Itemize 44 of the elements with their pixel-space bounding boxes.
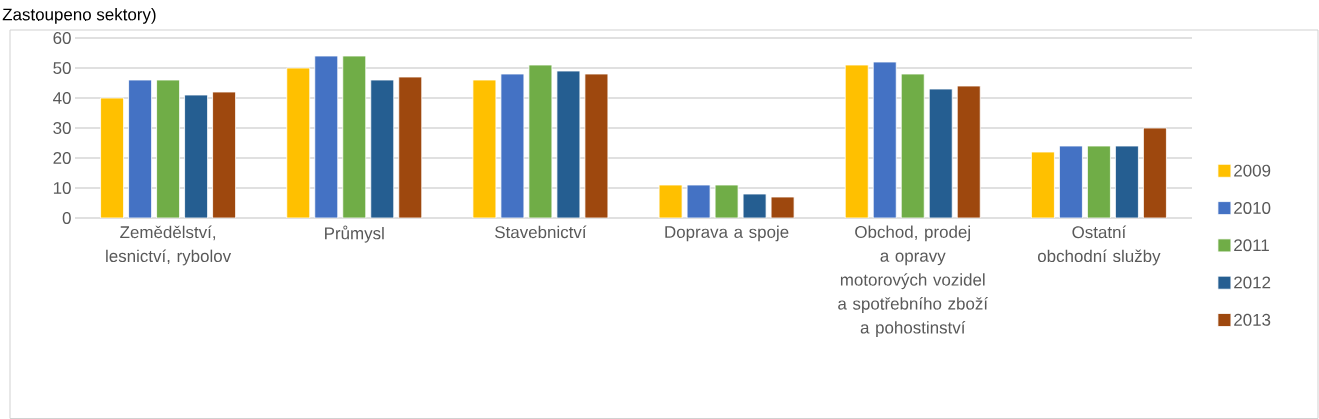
x-tick-label: Průmysl: [325, 225, 384, 243]
chart-title: Zastoupeno sektory): [2, 8, 156, 24]
bar: [1059, 145, 1083, 218]
y-tick-label: 0: [62, 212, 71, 224]
y-tick-label: 60: [53, 32, 71, 44]
bar: [1115, 145, 1139, 218]
bar: [212, 91, 236, 218]
x-tick-label: Ostatní obchodní služby: [1037, 225, 1161, 266]
bar: [128, 79, 152, 218]
bar: [873, 62, 897, 218]
y-tick-label: 10: [53, 182, 71, 194]
x-tick-label: Zemědělství, lesnictví, rybolov: [106, 225, 232, 266]
y-tick-label: 30: [53, 122, 71, 134]
x-tick-label: Doprava a spoje: [665, 225, 789, 242]
bar: [901, 74, 925, 218]
bar: [342, 55, 367, 218]
bar: [100, 97, 124, 218]
bar: [314, 55, 339, 218]
bar: [472, 79, 497, 218]
bar: [1143, 127, 1167, 218]
bar: [500, 73, 525, 218]
bar: [1031, 151, 1055, 218]
bar: [156, 79, 180, 218]
x-tick-label: Stavebnictví: [495, 225, 587, 239]
y-tick-label: 40: [53, 92, 71, 104]
y-tick-label: 20: [53, 152, 71, 164]
legend-label: 2013: [1234, 313, 1271, 326]
legend-label: 2009: [1234, 164, 1271, 177]
bar: [398, 76, 423, 218]
bar: [528, 64, 553, 218]
y-tick-label: 50: [53, 62, 71, 74]
x-tick-label: Obchod, prodej a opravy motorových vozidel a spotřebního zboží a pohostinství: [838, 225, 988, 337]
legend-label: 2011: [1234, 239, 1269, 252]
bar: [1087, 145, 1111, 218]
bar: [584, 73, 609, 218]
bar: [957, 86, 981, 218]
bar: [929, 89, 953, 218]
legend-label: 2010: [1234, 201, 1271, 214]
bar: [556, 70, 581, 218]
bar: [845, 65, 869, 218]
bar: [286, 67, 311, 218]
legend-label: 2012: [1234, 276, 1271, 289]
bar: [184, 94, 208, 218]
bar: [370, 79, 395, 218]
